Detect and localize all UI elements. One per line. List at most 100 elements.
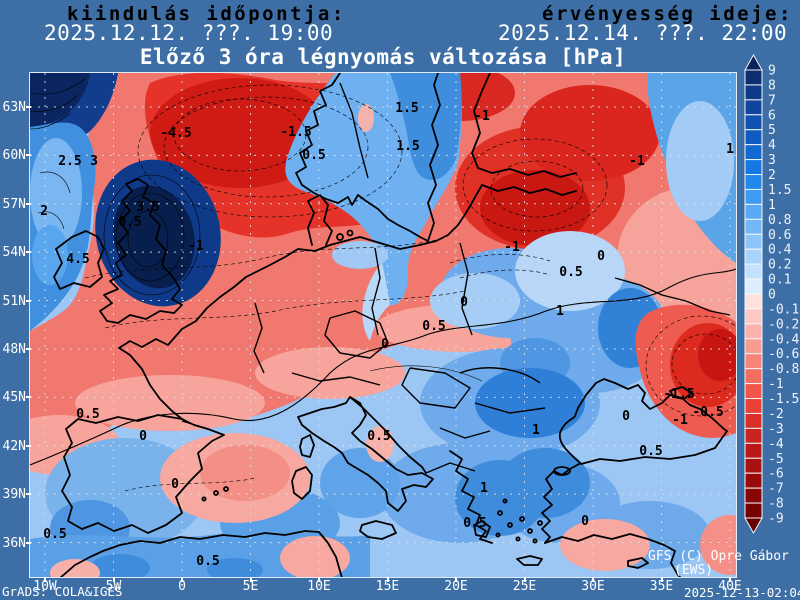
lat-tick-mark: [26, 444, 31, 447]
lat-label: 57N: [2, 196, 26, 212]
contour-label: -1: [629, 154, 645, 169]
colorbar-tick-label: 0.6: [768, 228, 791, 243]
contour-label: 4.5: [66, 252, 89, 267]
contour-label: 0.5: [118, 215, 141, 230]
colorbar-step: [744, 412, 763, 429]
lat-tick-mark: [26, 154, 31, 157]
colorbar-step: [744, 233, 763, 250]
colorbar-step: [744, 427, 763, 444]
contour-label: 0: [581, 514, 589, 529]
lat-tick-mark: [26, 299, 31, 302]
lat-label: 36N: [2, 535, 26, 551]
lat-label: 42N: [2, 438, 26, 454]
valid-time-value: 2025.12.14. ???. 22:00: [498, 21, 788, 45]
colorbar-tick-label: -4: [768, 437, 784, 452]
colorbar-tick-label: -0.4: [768, 332, 799, 347]
colorbar-step: [744, 114, 763, 131]
lon-label: 10E: [307, 579, 331, 594]
colorbar-tick-label: 0.4: [768, 243, 792, 258]
contour-label: 0.5: [559, 265, 582, 280]
colorbar-step: [744, 69, 763, 86]
credit-line2: (EWS): [674, 563, 714, 578]
colorbar-tick-label: 0.1: [768, 273, 791, 288]
colorbar-step: [744, 338, 763, 355]
chart-title: Előző 3 óra légnyomás változása [hPa]: [139, 45, 627, 69]
contour-label: -1.5: [663, 387, 694, 402]
colorbar-tick-label: 0: [768, 287, 776, 302]
lon-label: 40E: [718, 579, 742, 594]
colorbar-tick-label: -8: [768, 497, 784, 512]
contour-label: 0: [460, 295, 468, 310]
colorbar-tick-label: -0.6: [768, 347, 799, 362]
colorbar-step: [744, 218, 763, 235]
lon-tick-mark: [455, 577, 457, 582]
colorbar-step: [744, 457, 763, 474]
lat-tick-mark: [26, 251, 31, 254]
lat-tick-mark: [26, 106, 31, 108]
lon-label: 5E: [242, 579, 259, 594]
lon-tick-mark: [660, 577, 663, 582]
colorbar-tick-label: -5: [768, 452, 784, 467]
contour-label: 1: [480, 481, 488, 496]
contour-label: 0: [597, 249, 605, 264]
contour-label: 0.5: [43, 527, 66, 542]
contour-label: -1.5: [280, 125, 311, 140]
pressure-change-map: 2.5 3 -4.5 -1.5 0.5 2 3.5 0.5 4.5 -1 1.5 1.5 -1 -1 1 -1…: [0, 65, 773, 587]
colorbar-step: [744, 203, 763, 220]
contour-label: 1.5: [396, 139, 419, 154]
colorbar-tick-label: -1: [768, 377, 784, 392]
contour-label: 0.5: [639, 444, 662, 459]
colorbar-tick-label: 1: [768, 198, 776, 213]
contour-label: -1: [474, 109, 490, 124]
contour-label: -1: [188, 239, 204, 254]
contour-label: 0.5: [196, 554, 219, 569]
colorbar-tick-label: 3: [768, 153, 776, 168]
lon-tick-mark: [181, 577, 183, 582]
contour-label: 2: [40, 204, 48, 219]
contour-label: 0.5: [422, 319, 445, 334]
init-time-value: 2025.12.12. ???. 19:00: [44, 21, 334, 45]
colorbar-step: [744, 84, 763, 101]
timestamp: 2025-12-13-02:04: [684, 585, 800, 600]
colorbar-step: [744, 188, 763, 205]
colorbar-tick-label: 5: [768, 123, 776, 138]
colorbar-tick-label: 4: [768, 138, 776, 153]
colorbar-step: [744, 368, 763, 385]
grads-stamp: GrADS: COLA&IGES: [2, 584, 123, 599]
colorbar-tick-label: 6: [768, 108, 776, 123]
lat-label: 51N: [2, 293, 26, 309]
colorbar-tick-label: 1.5: [768, 183, 791, 198]
lon-label: 20E: [444, 579, 468, 594]
lon-label: 0: [178, 579, 186, 594]
colorbar-step: [744, 278, 763, 295]
contour-label: 0.5: [302, 148, 325, 163]
blue-region-blobs: [30, 73, 736, 582]
colorbar-tick-label: -7: [768, 482, 784, 497]
map-canvas: 2.5 3-4.5 -1.50.52 3.50.54.5-11.51.5-1-11-1…: [0, 65, 773, 587]
contour-label: 1: [556, 304, 564, 319]
lon-tick-mark: [729, 577, 731, 582]
lat-tick-mark: [26, 541, 31, 544]
colorbar-tick-label: -6: [768, 467, 784, 482]
lon-label: 15E: [375, 579, 400, 594]
colorbar-step: [744, 442, 763, 459]
credit-line1: GFS (C) Opre Gábor: [648, 549, 789, 564]
lat-tick-mark: [26, 202, 31, 205]
lon-label: 10W: [33, 579, 57, 594]
contour-label: -0.5: [692, 405, 723, 420]
colorbar-tick-label: 9: [768, 64, 776, 79]
contour-lines: [29, 78, 759, 492]
colorbar: 987654321.510.80.60.40.20.10-0.1-0.2-0.4…: [744, 53, 799, 535]
colorbar-tick-label: -3: [768, 422, 784, 437]
colorbar-step: [744, 129, 763, 146]
colorbar-tick-label: -0.2: [768, 317, 799, 332]
colorbar-step: [744, 472, 763, 489]
lat-tick-mark: [26, 396, 31, 399]
colorbar-step: [744, 502, 763, 519]
colorbar-tick-label: 7: [768, 93, 776, 108]
contour-label: 1: [532, 423, 540, 438]
colorbar-step: [744, 323, 763, 340]
colorbar-tick-label: 8: [768, 78, 776, 93]
contour-label: 0.5: [76, 407, 99, 422]
